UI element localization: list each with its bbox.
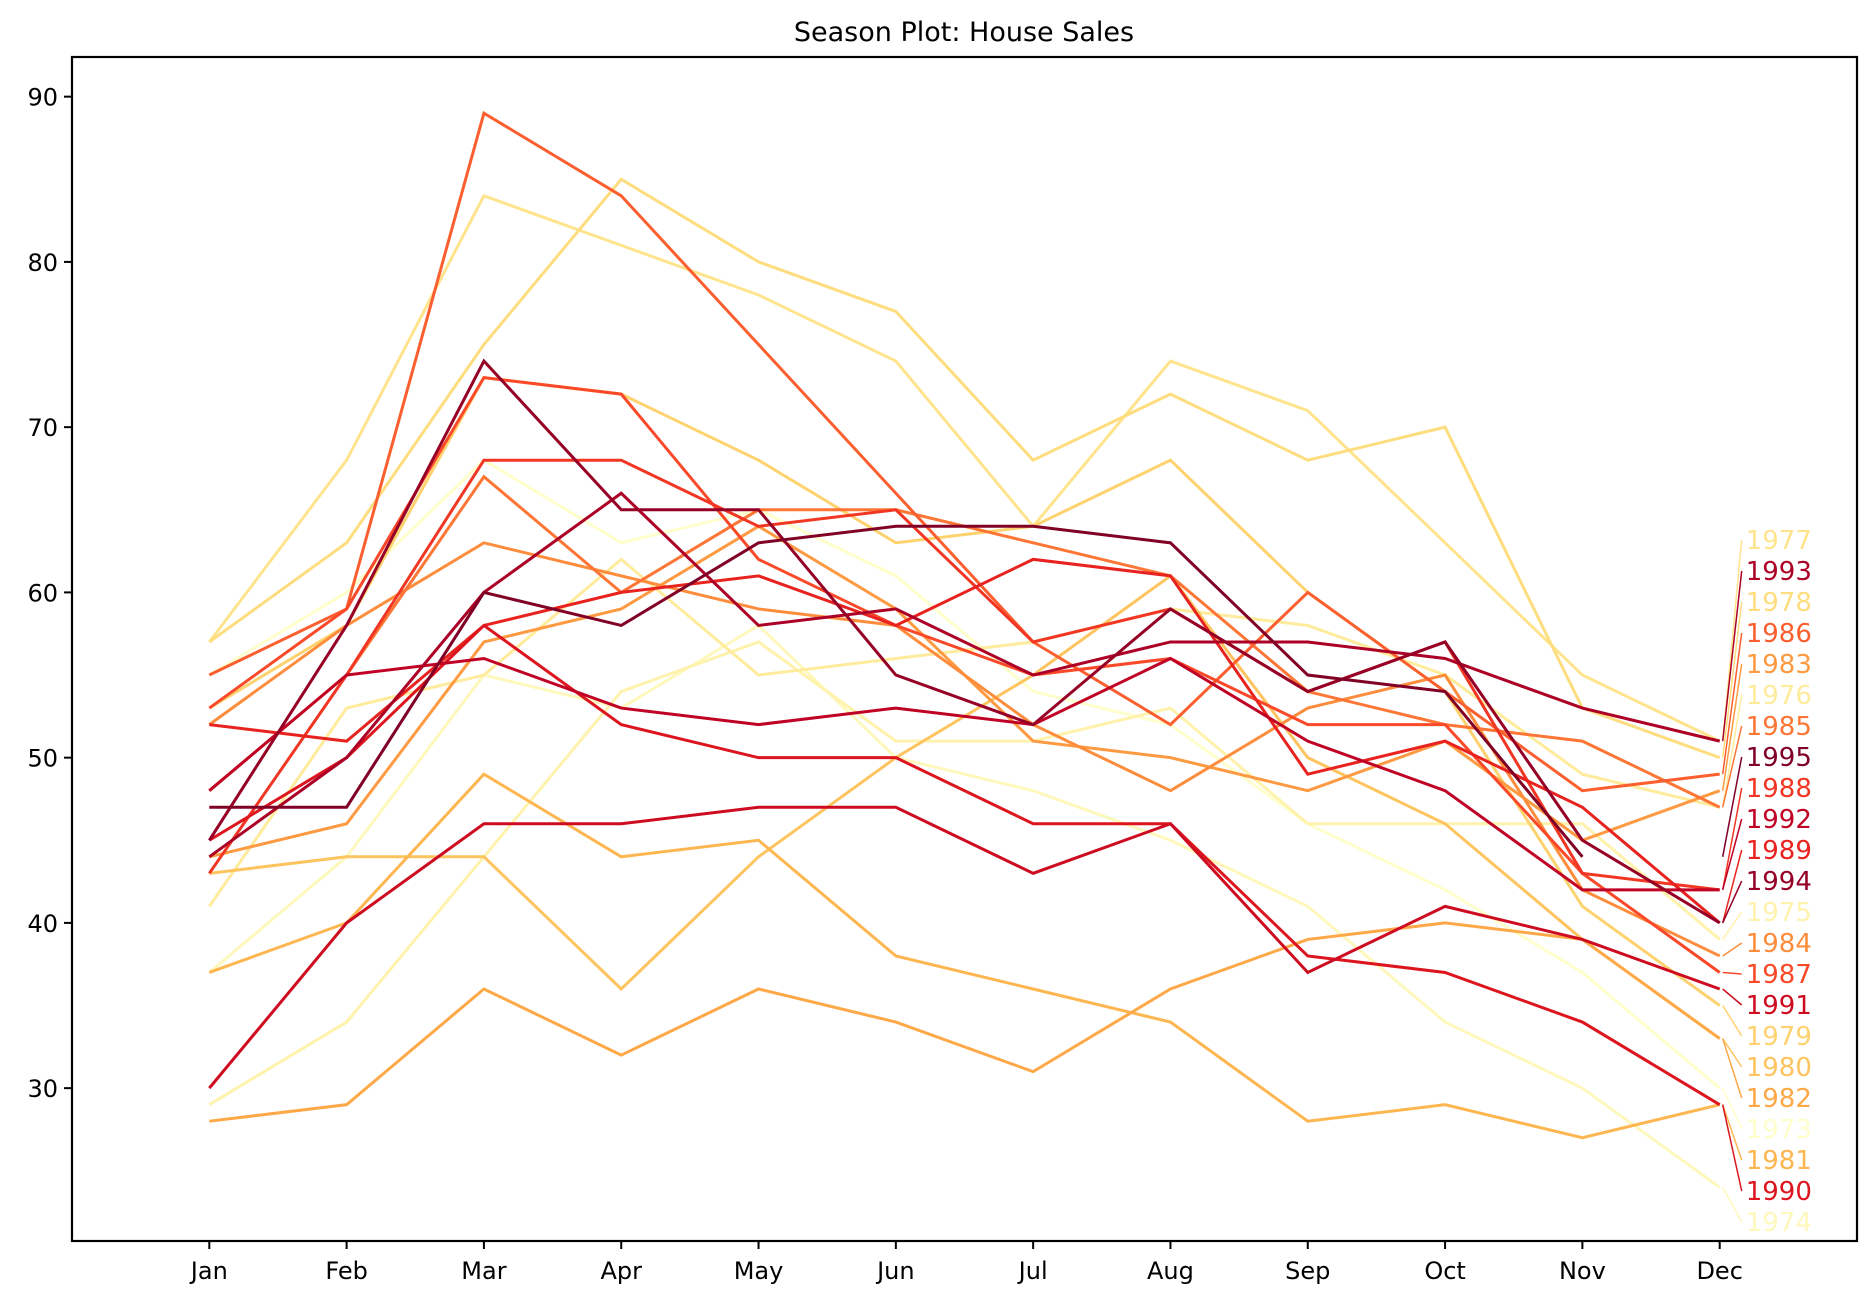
series-label-1980: 1980	[1746, 1053, 1812, 1083]
series-labels: 1977199319781986198319761985199519881992…	[1746, 526, 1812, 1238]
series-line-1978	[208, 177, 1721, 760]
y-tick-label-70: 70	[27, 414, 58, 442]
series-label-1985: 1985	[1746, 712, 1812, 742]
series-line-1990	[208, 623, 1721, 1106]
series-label-1974: 1974	[1746, 1208, 1812, 1238]
label-leader-1979	[1722, 1005, 1743, 1037]
y-tick-label-90: 90	[27, 84, 58, 112]
series-line-1982	[209, 921, 1721, 1123]
label-leader-1983	[1721, 663, 1743, 791]
x-tick-label-Dec: Dec	[1696, 1257, 1742, 1285]
series-label-1976: 1976	[1746, 681, 1812, 711]
x-tick-label-Sep: Sep	[1285, 1257, 1330, 1285]
series-label-1973: 1973	[1746, 1115, 1812, 1145]
label-leader-1981	[1721, 1104, 1743, 1161]
series-line-1986	[208, 110, 1720, 793]
y-tick-label-80: 80	[27, 249, 58, 277]
label-leader-1995	[1721, 756, 1743, 857]
series-line-1977	[208, 193, 1721, 743]
label-leader-1987	[1722, 971, 1742, 975]
x-tick-label-May: May	[734, 1257, 784, 1285]
y-axis: 30 40 50 60 70 80 90	[27, 84, 72, 1103]
label-leader-1980	[1722, 1038, 1743, 1068]
series-label-1977: 1977	[1746, 526, 1812, 556]
series-label-1987: 1987	[1746, 960, 1812, 990]
x-tick-label-Jul: Jul	[1017, 1257, 1048, 1285]
label-leader-1986	[1721, 632, 1743, 775]
label-leader-1978	[1721, 601, 1743, 758]
series-line-1980	[209, 573, 1721, 1040]
label-leader-1991	[1722, 988, 1743, 1006]
y-tick-label-40: 40	[27, 910, 58, 938]
series-line-1984	[208, 541, 1721, 958]
axes-frame	[70, 55, 1859, 1243]
label-leader-1989	[1721, 849, 1743, 924]
x-tick-label-Mar: Mar	[461, 1257, 506, 1285]
series-line-1973	[208, 458, 1721, 1090]
series-line-1979	[208, 375, 1721, 1007]
series-line-1992	[208, 656, 1720, 892]
series-label-1991: 1991	[1746, 991, 1812, 1021]
series-label-1983: 1983	[1746, 650, 1812, 680]
label-leader-1992	[1721, 818, 1743, 891]
series-label-1995: 1995	[1746, 743, 1812, 773]
label-leader-1993	[1721, 570, 1743, 742]
y-tick-label-50: 50	[27, 745, 58, 773]
series-line-1994	[208, 358, 1721, 925]
y-tick-label-60: 60	[27, 579, 58, 607]
series-label-1994: 1994	[1746, 867, 1812, 897]
x-tick-label-Nov: Nov	[1559, 1257, 1606, 1285]
label-leader-1982	[1721, 1038, 1743, 1099]
series-layer	[208, 110, 1721, 1189]
chart-title: Season Plot: House Sales	[794, 17, 1134, 48]
series-line-1988	[208, 458, 1720, 892]
series-label-1981: 1981	[1746, 1146, 1812, 1176]
series-line-1991	[208, 805, 1721, 1090]
series-line-1993	[208, 491, 1721, 859]
series-label-1979: 1979	[1746, 1022, 1812, 1052]
series-line-1976	[208, 557, 1721, 908]
x-tick-label-Aug: Aug	[1147, 1257, 1194, 1285]
x-tick-label-Apr: Apr	[600, 1257, 642, 1285]
series-line-1974	[208, 623, 1721, 1189]
label-leader-1976	[1721, 694, 1743, 808]
y-tick-label-30: 30	[27, 1075, 58, 1103]
series-label-1984: 1984	[1746, 929, 1812, 959]
series-line-1975	[208, 640, 1721, 1106]
label-leader-1994	[1722, 880, 1743, 924]
series-label-1988: 1988	[1746, 774, 1812, 804]
series-label-1989: 1989	[1746, 836, 1812, 866]
series-label-1986: 1986	[1746, 619, 1812, 649]
series-line-1987	[208, 375, 1721, 974]
series-line-1995	[209, 524, 1584, 858]
series-label-1993: 1993	[1746, 557, 1812, 587]
label-leader-1973	[1722, 1087, 1743, 1130]
label-leader-1985	[1721, 725, 1743, 808]
series-label-1992: 1992	[1746, 805, 1812, 835]
x-tick-label-Feb: Feb	[325, 1257, 368, 1285]
label-leader-1975	[1722, 911, 1743, 940]
series-label-1978: 1978	[1746, 588, 1812, 618]
label-leader-1984	[1722, 942, 1743, 957]
x-axis: Jan Feb Mar Apr May Jun Jul Aug Sep Oct Nov Dec	[189, 1241, 1743, 1285]
series-line-1981	[208, 772, 1721, 1140]
label-leader-1990	[1721, 1104, 1743, 1192]
x-tick-label-Oct: Oct	[1424, 1257, 1466, 1285]
series-line-1989	[209, 557, 1721, 925]
series-label-1982: 1982	[1746, 1084, 1812, 1114]
series-label-1990: 1990	[1746, 1177, 1812, 1207]
label-leader-1988	[1721, 787, 1743, 890]
label-leader-1974	[1722, 1186, 1743, 1223]
label-leaders	[1721, 539, 1743, 1223]
series-label-1975: 1975	[1746, 898, 1812, 928]
x-tick-label-Jan: Jan	[189, 1257, 228, 1285]
x-tick-label-Jun: Jun	[875, 1257, 915, 1285]
